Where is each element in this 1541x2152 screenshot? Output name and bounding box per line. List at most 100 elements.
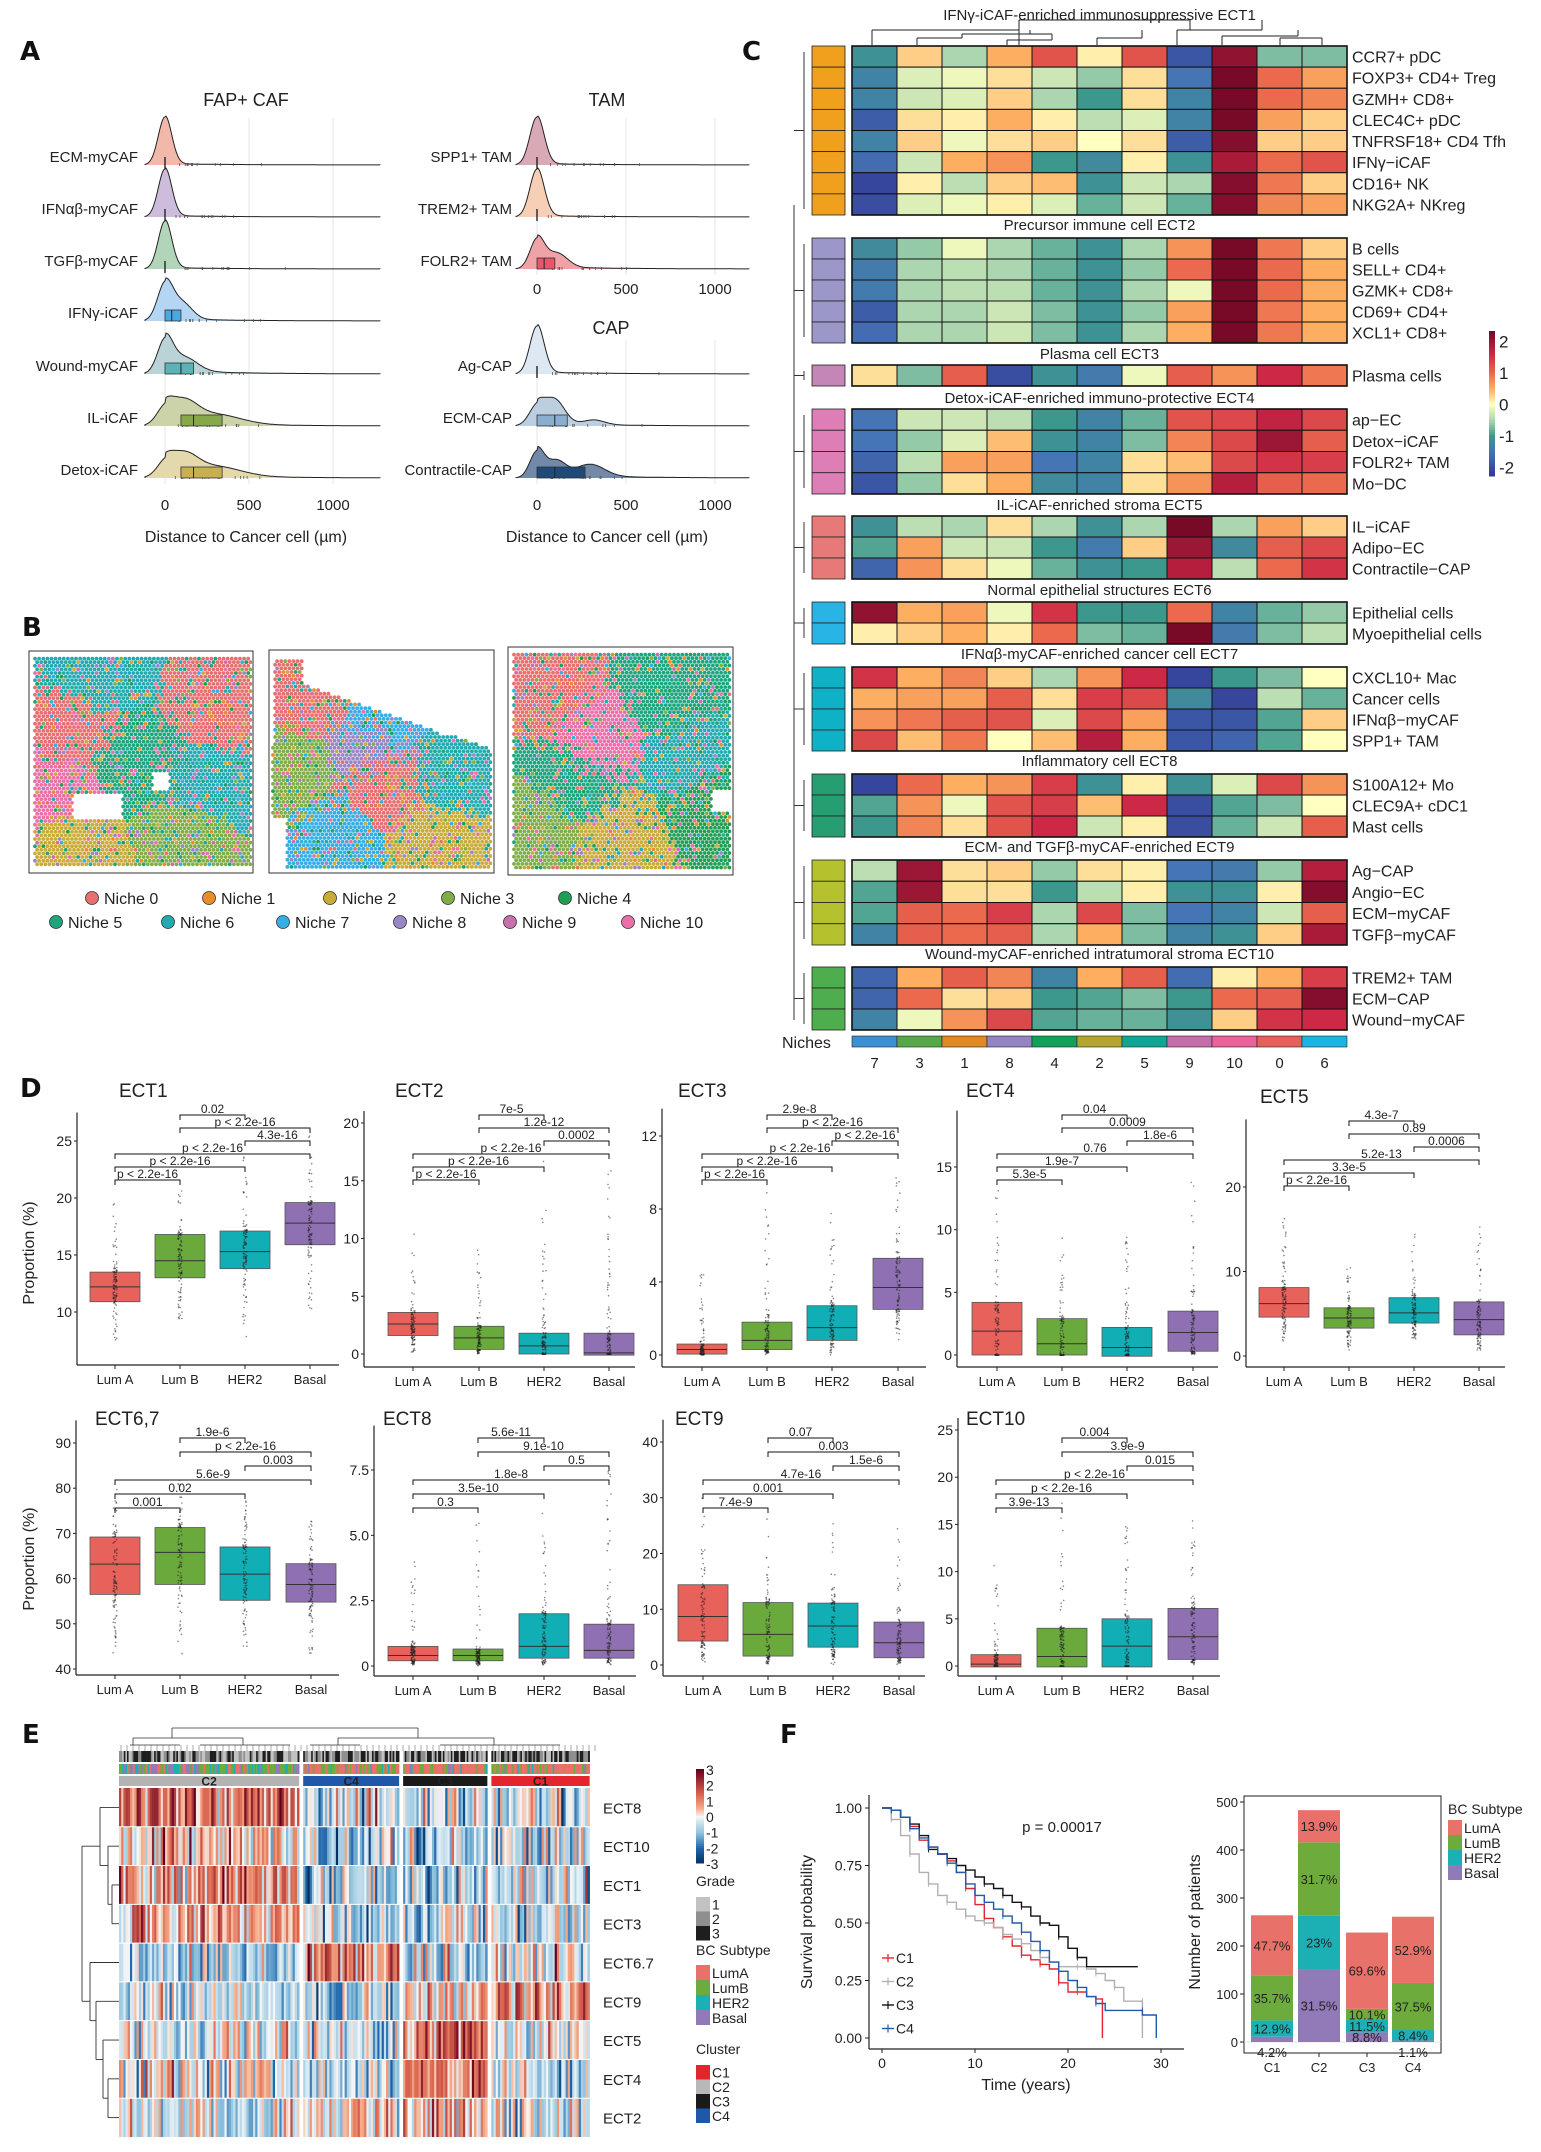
- niche-spot: [396, 735, 400, 739]
- niche-spot: [191, 847, 195, 852]
- niche-spot: [184, 736, 189, 740]
- niche-spot: [246, 779, 251, 784]
- niche-spot: [396, 821, 400, 826]
- niche-spot: [412, 742, 417, 747]
- niche-spot: [191, 855, 195, 859]
- niche-spot: [244, 710, 249, 715]
- niche-spot: [351, 800, 355, 804]
- niche-spot: [306, 792, 310, 797]
- niche-spot: [474, 763, 478, 768]
- niche-spot: [86, 858, 91, 863]
- niche-spot: [408, 727, 413, 732]
- niche-spot: [205, 750, 210, 755]
- box-iqr: [164, 362, 194, 375]
- niche-spot: [41, 707, 46, 711]
- niche-spot: [297, 699, 302, 703]
- niche-spot: [57, 764, 62, 769]
- niche-spot: [170, 718, 175, 722]
- niche-spot: [205, 743, 210, 748]
- niche-spot: [123, 757, 128, 762]
- niche-spot: [443, 796, 448, 801]
- niche-spot: [347, 785, 351, 790]
- niche-spot: [113, 819, 117, 823]
- niche-spot: [129, 732, 134, 737]
- niche-spot: [242, 721, 247, 726]
- niche-spot: [283, 738, 288, 743]
- niche-spot: [213, 793, 218, 798]
- niche-spot: [43, 761, 48, 766]
- niche-spot: [320, 695, 325, 700]
- niche-spot: [182, 660, 187, 665]
- niche-spot: [35, 797, 39, 802]
- niche-spot: [119, 772, 123, 776]
- niche-spot: [229, 764, 234, 769]
- niche-spot: [141, 754, 146, 758]
- niche-spot: [424, 763, 429, 768]
- niche-spot: [465, 763, 470, 768]
- niche-spot: [193, 743, 197, 748]
- niche-spot: [61, 808, 66, 812]
- niche-spot: [61, 837, 66, 841]
- niche-spot: [141, 797, 146, 802]
- niche-spot: [238, 772, 242, 776]
- niche-spot: [182, 674, 187, 679]
- niche-spot: [193, 764, 197, 769]
- niche-spot: [394, 760, 398, 765]
- niche-spot: [246, 808, 251, 812]
- niche-spot: [147, 678, 152, 683]
- niche-spot: [162, 847, 167, 852]
- niche-spot: [213, 837, 218, 841]
- niche-spot: [467, 803, 472, 808]
- niche-spot: [127, 858, 132, 863]
- niche-spot: [375, 756, 380, 761]
- niche-spot: [308, 702, 312, 707]
- niche-spot: [158, 689, 163, 693]
- niche-spot: [426, 789, 431, 793]
- niche-spot: [106, 829, 111, 834]
- niche-spot: [78, 714, 82, 719]
- niche-spot: [72, 696, 76, 701]
- niche-spot: [342, 720, 347, 725]
- niche-spot: [176, 750, 181, 755]
- niche-spot: [186, 855, 191, 859]
- niche-spot: [416, 763, 421, 768]
- niche-spot: [84, 783, 89, 787]
- niche-spot: [88, 746, 93, 751]
- niche-spot: [279, 745, 284, 750]
- niche-spot: [225, 837, 230, 841]
- niche-spot: [45, 772, 50, 776]
- niche-spot: [191, 826, 195, 831]
- niche-spot: [133, 847, 138, 852]
- niche-spot: [207, 847, 212, 852]
- niche-spot: [135, 743, 140, 748]
- niche-spot: [367, 713, 372, 718]
- niche-spot: [453, 749, 458, 754]
- niche-spot: [207, 862, 212, 867]
- niche-spot: [41, 728, 46, 733]
- niche-spot: [287, 767, 292, 772]
- niche-spot: [424, 735, 429, 739]
- niche-spot: [39, 862, 44, 867]
- niche-spot: [59, 718, 64, 722]
- niche-spot: [242, 851, 247, 856]
- niche-spot: [246, 692, 251, 697]
- niche-spot: [61, 728, 66, 733]
- niche-spot: [193, 844, 197, 849]
- niche-spot: [125, 718, 130, 722]
- niche-spot: [166, 847, 171, 852]
- niche-spot: [385, 745, 390, 750]
- niche-spot: [115, 678, 119, 683]
- niche-spot: [328, 825, 333, 830]
- niche-spot: [340, 796, 345, 801]
- niche-spot: [207, 819, 212, 823]
- niche-spot: [160, 801, 165, 805]
- niche-spot: [357, 782, 361, 786]
- niche-spot: [227, 660, 232, 665]
- niche-spot: [66, 728, 70, 733]
- niche-spot: [102, 685, 107, 690]
- niche-spot: [168, 728, 173, 733]
- niche-spot: [232, 819, 236, 823]
- niche-spot: [125, 790, 130, 794]
- niche-spot: [322, 706, 327, 710]
- niche-spot: [174, 689, 179, 693]
